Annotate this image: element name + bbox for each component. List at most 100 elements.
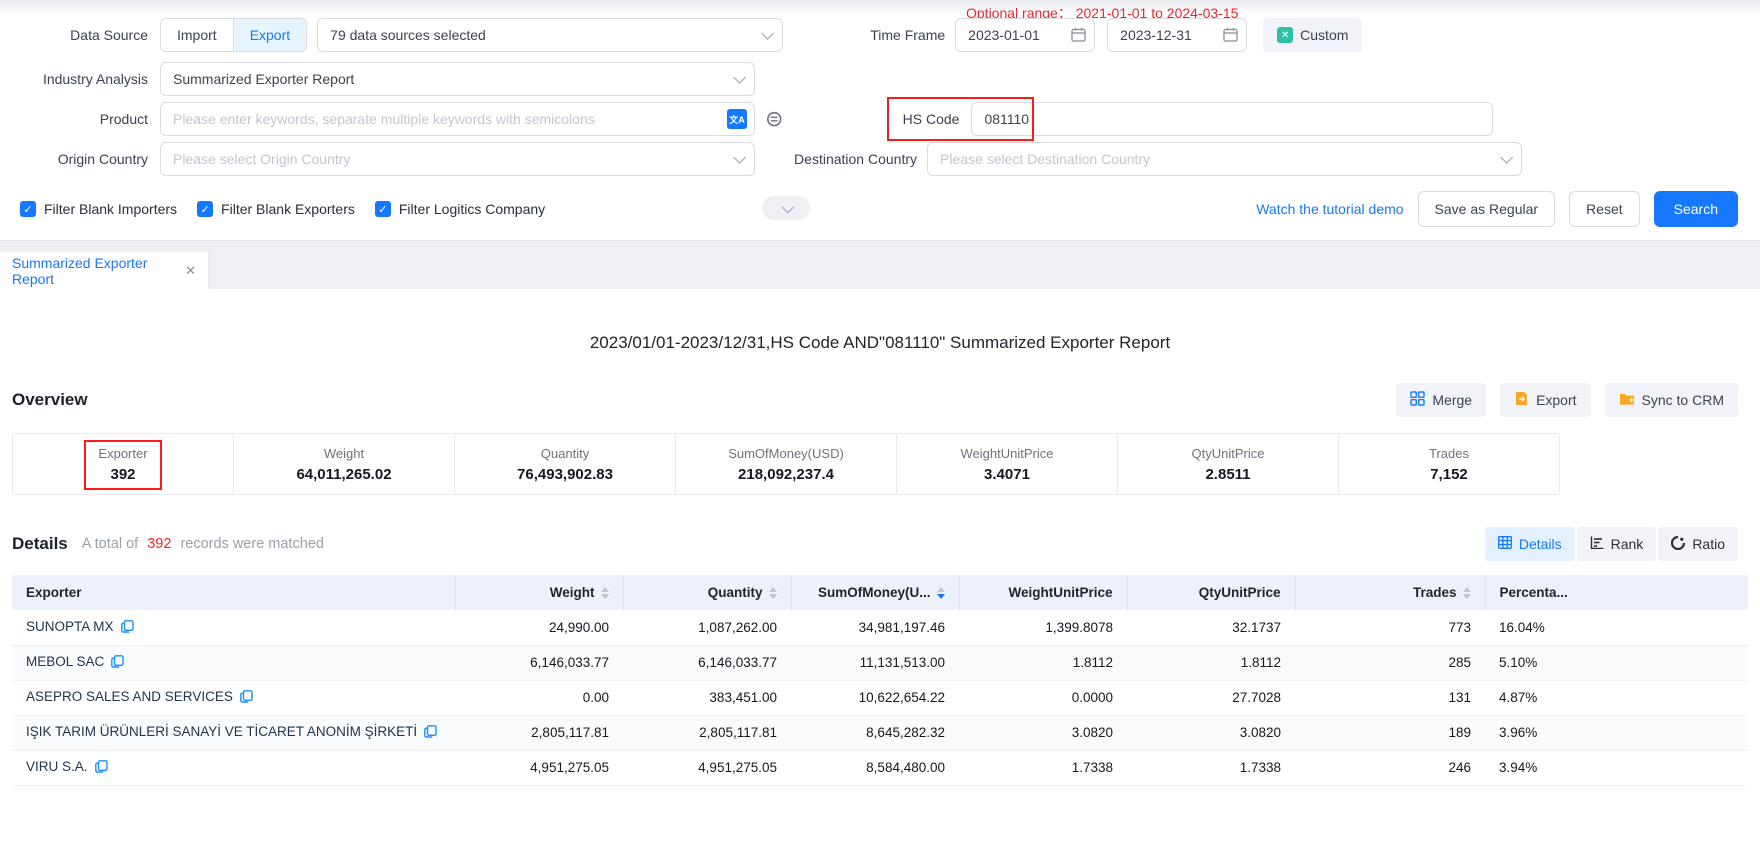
copy-icon[interactable] <box>424 726 437 741</box>
data-source-toggle: Import Export <box>160 18 307 52</box>
data-source-export-option[interactable]: Export <box>234 19 306 51</box>
column-header-quantity[interactable]: Quantity <box>623 575 791 610</box>
data-sources-select[interactable]: 79 data sources selected <box>317 18 783 52</box>
save-as-regular-button[interactable]: Save as Regular <box>1418 191 1556 227</box>
overview-heading: Overview <box>12 390 88 410</box>
stat-label: QtyUnitPrice <box>1192 446 1265 461</box>
custom-range-label: Custom <box>1300 27 1348 43</box>
tab-summarized-exporter-report[interactable]: Summarized Exporter Report ✕ <box>0 252 209 289</box>
trades-cell: 246 <box>1295 750 1485 785</box>
sort-icon[interactable] <box>1463 587 1471 599</box>
stat-label: WeightUnitPrice <box>961 446 1054 461</box>
column-header-sum-of-money[interactable]: SumOfMoney(U... <box>791 575 959 610</box>
tab-strip: Summarized Exporter Report ✕ <box>0 240 1760 289</box>
rank-chart-icon <box>1590 536 1604 552</box>
qty-unit-price-cell: 32.1737 <box>1127 610 1295 645</box>
quantity-cell: 4,951,275.05 <box>623 750 791 785</box>
end-date-field[interactable] <box>1107 18 1247 52</box>
hs-code-input[interactable] <box>971 102 1493 136</box>
origin-country-select[interactable]: Please select Origin Country <box>160 142 755 176</box>
weight-cell: 2,805,117.81 <box>455 715 623 750</box>
merge-icon <box>1410 391 1425 409</box>
sum-of-money-cell: 8,584,480.00 <box>791 750 959 785</box>
copy-icon[interactable] <box>240 691 253 706</box>
filter-blank-exporters-checkbox[interactable]: ✓ Filter Blank Exporters <box>197 201 355 217</box>
view-rank-button[interactable]: Rank <box>1577 527 1657 561</box>
start-date-field[interactable] <box>955 18 1095 52</box>
translate-icon[interactable]: 文A <box>727 109 747 129</box>
search-button[interactable]: Search <box>1654 191 1738 227</box>
exporter-name-link[interactable]: MEBOL SAC <box>12 645 455 680</box>
close-icon[interactable]: ✕ <box>185 263 196 279</box>
copy-icon[interactable] <box>121 621 134 636</box>
copy-icon[interactable] <box>111 656 124 671</box>
chevron-down-icon <box>781 200 794 213</box>
origin-country-label: Origin Country <box>0 151 148 167</box>
table-header-row: Exporter Weight Quantity SumOfMoney(U... <box>12 575 1748 610</box>
exporter-name-link[interactable]: VIRU S.A. <box>12 750 455 785</box>
exporter-name-link[interactable]: SUNOPTA MX <box>12 610 455 645</box>
exporter-name-link[interactable]: ASEPRO SALES AND SERVICES <box>12 680 455 715</box>
sum-of-money-cell: 34,981,197.46 <box>791 610 959 645</box>
stat-quantity: Quantity 76,493,902.83 <box>455 434 676 494</box>
view-ratio-label: Ratio <box>1692 536 1725 552</box>
industry-analysis-label: Industry Analysis <box>0 71 148 87</box>
view-details-button[interactable]: Details <box>1485 527 1575 561</box>
industry-analysis-select[interactable]: Summarized Exporter Report <box>160 62 755 96</box>
filter-blank-importers-checkbox[interactable]: ✓ Filter Blank Importers <box>20 201 177 217</box>
tutorial-demo-link[interactable]: Watch the tutorial demo <box>1256 201 1403 217</box>
sum-of-money-cell: 11,131,513.00 <box>791 645 959 680</box>
weight-cell: 4,951,275.05 <box>455 750 623 785</box>
stat-label: Trades <box>1429 446 1469 461</box>
stat-qty-unit-price: QtyUnitPrice 2.8511 <box>1118 434 1339 494</box>
stat-value: 2.8511 <box>1205 466 1250 483</box>
view-ratio-button[interactable]: Ratio <box>1658 527 1738 561</box>
export-label: Export <box>1536 392 1576 408</box>
hs-code-field: HS Code <box>901 102 1493 136</box>
destination-country-select[interactable]: Please select Destination Country <box>927 142 1522 176</box>
stat-value: 64,011,265.02 <box>296 466 391 483</box>
filter-logitics-company-checkbox[interactable]: ✓ Filter Logitics Company <box>375 201 545 217</box>
quantity-cell: 383,451.00 <box>623 680 791 715</box>
product-input[interactable] <box>160 102 755 136</box>
merge-button[interactable]: Merge <box>1396 383 1486 417</box>
table-row: IŞIK TARIM ÜRÜNLERİ SANAYİ VE TİCARET AN… <box>12 715 1748 750</box>
ratio-pie-icon <box>1671 536 1685 553</box>
reset-button[interactable]: Reset <box>1569 191 1640 227</box>
percentage-cell: 16.04% <box>1485 610 1748 645</box>
column-header-trades[interactable]: Trades <box>1295 575 1485 610</box>
expand-filters-button[interactable] <box>762 196 810 220</box>
weight-cell: 0.00 <box>455 680 623 715</box>
filter-logitics-company-label: Filter Logitics Company <box>399 201 545 217</box>
sync-to-crm-button[interactable]: Sync to CRM <box>1605 383 1738 417</box>
checkbox-checked-icon: ✓ <box>20 201 36 217</box>
column-header-weight-unit-price: WeightUnitPrice <box>959 575 1127 610</box>
details-heading: Details <box>12 534 68 554</box>
stat-trades: Trades 7,152 <box>1339 434 1559 494</box>
sort-icon[interactable] <box>601 587 609 599</box>
details-table: Exporter Weight Quantity SumOfMoney(U... <box>12 575 1748 786</box>
column-header-weight[interactable]: Weight <box>455 575 623 610</box>
custom-range-button[interactable]: ✕ Custom <box>1263 18 1362 52</box>
time-frame-label: Time Frame <box>795 27 945 43</box>
stat-label: Weight <box>324 446 364 461</box>
column-header-percentage: Percenta... <box>1485 575 1748 610</box>
percentage-cell: 3.94% <box>1485 750 1748 785</box>
checkbox-checked-icon: ✓ <box>375 201 391 217</box>
stat-exporter: Exporter 392 <box>13 434 234 494</box>
chevron-down-icon <box>733 71 746 84</box>
sort-desc-icon[interactable] <box>937 587 945 599</box>
export-button[interactable]: Export <box>1500 383 1590 417</box>
weight-unit-price-cell: 1.7338 <box>959 750 1127 785</box>
records-matched-text: A total of 392 records were matched <box>82 536 324 552</box>
data-sources-value: 79 data sources selected <box>330 27 486 43</box>
stat-weight: Weight 64,011,265.02 <box>234 434 455 494</box>
weight-unit-price-cell: 1.8112 <box>959 645 1127 680</box>
sort-icon[interactable] <box>769 587 777 599</box>
total-count: 392 <box>142 536 176 552</box>
copy-icon[interactable] <box>95 761 108 776</box>
exporter-name-link[interactable]: IŞIK TARIM ÜRÜNLERİ SANAYİ VE TİCARET AN… <box>12 715 455 750</box>
data-source-import-option[interactable]: Import <box>161 19 234 51</box>
image-translate-icon[interactable]: ⊜ <box>765 108 783 130</box>
table-row: VIRU S.A. 4,951,275.05 4,951,275.05 8,58… <box>12 750 1748 785</box>
